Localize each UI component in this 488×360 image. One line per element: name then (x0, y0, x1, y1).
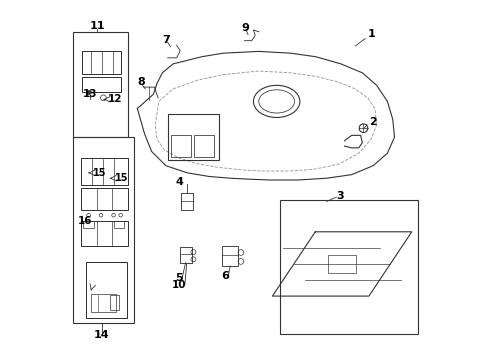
Text: 4: 4 (175, 177, 183, 187)
Bar (181, 193, 193, 210)
Bar (82, 50, 121, 74)
Bar (327, 255, 356, 273)
Bar (194, 135, 214, 157)
Bar (91, 294, 116, 312)
Text: 15: 15 (115, 173, 128, 183)
Bar (222, 246, 238, 266)
Text: 13: 13 (82, 89, 97, 99)
Text: 5: 5 (175, 273, 182, 283)
Bar (280, 200, 417, 334)
Text: 1: 1 (367, 29, 375, 39)
Bar (171, 135, 190, 157)
Circle shape (87, 90, 91, 95)
Text: 10: 10 (171, 280, 185, 290)
Bar (82, 77, 121, 92)
Bar (180, 247, 191, 263)
Bar (83, 221, 94, 228)
Text: 12: 12 (108, 94, 122, 104)
Text: 11: 11 (89, 21, 105, 31)
Text: 16: 16 (78, 216, 92, 226)
Bar (81, 221, 127, 246)
Bar (85, 262, 126, 318)
Text: 9: 9 (241, 23, 249, 33)
Bar (81, 188, 127, 210)
Bar (113, 221, 124, 228)
Text: 15: 15 (93, 168, 106, 178)
Bar (110, 296, 119, 310)
Bar (73, 32, 128, 137)
Text: 14: 14 (94, 330, 109, 340)
Text: 8: 8 (137, 77, 144, 87)
Text: 6: 6 (221, 271, 229, 282)
Text: 2: 2 (368, 117, 376, 127)
Bar (73, 137, 134, 323)
Text: 3: 3 (336, 191, 344, 201)
Bar (81, 158, 127, 185)
Text: 7: 7 (162, 35, 169, 45)
Bar (167, 114, 219, 160)
